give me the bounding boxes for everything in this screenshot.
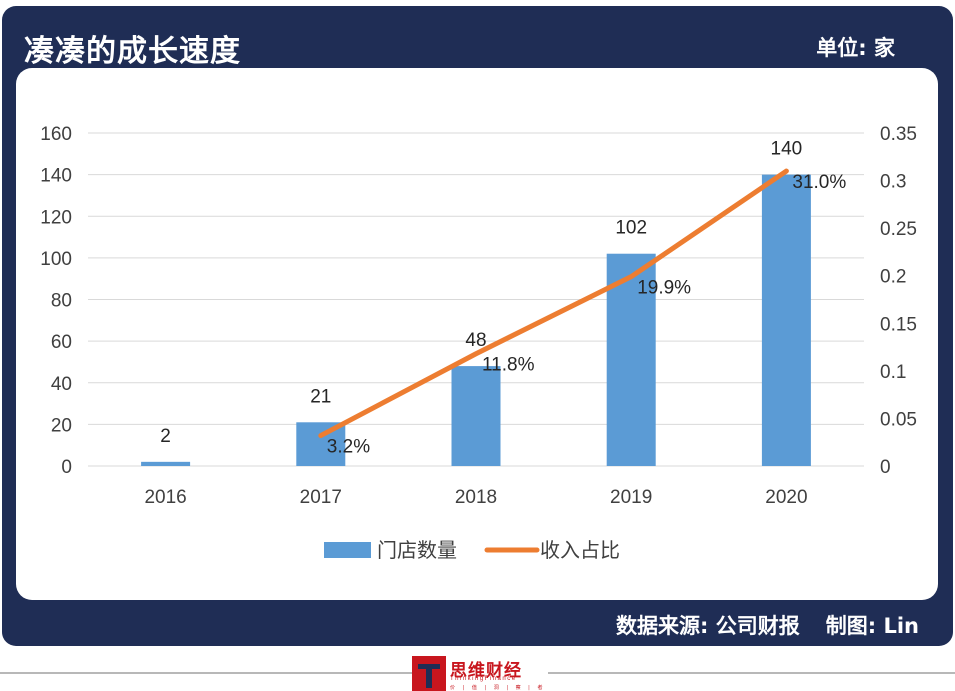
author-text: 制图: Lin <box>825 614 919 638</box>
y-left-tick-label: 100 <box>40 249 72 270</box>
y-right-tick-label: 0.35 <box>880 124 917 145</box>
bar-data-label: 102 <box>615 218 647 239</box>
t-logo-icon <box>412 656 446 691</box>
x-tick-label: 2018 <box>455 487 497 508</box>
line-data-label: 3.2% <box>327 437 370 458</box>
y-right-tick-label: 0.05 <box>880 409 917 430</box>
line-data-label: 19.9% <box>637 278 691 299</box>
brand-logo: 思维财经 ThinkingFinance 价 | 值 | 洞 | 察 | 者 <box>412 656 548 691</box>
y-left-tick-label: 40 <box>51 374 72 395</box>
source-text: 数据来源: 公司财报 <box>616 614 800 638</box>
bar-2016 <box>141 461 191 466</box>
x-tick-label: 2020 <box>765 487 807 508</box>
bar-2019 <box>606 253 656 466</box>
y-right-tick-label: 0.25 <box>880 219 917 240</box>
line-data-label: 11.8% <box>482 355 535 376</box>
bar-data-label: 2 <box>160 426 171 447</box>
x-tick-label: 2019 <box>610 487 652 508</box>
bar-2018 <box>451 366 501 466</box>
y-right-tick-label: 0.2 <box>880 267 906 288</box>
legend-bar-label: 门店数量 <box>377 538 457 562</box>
bar-data-label: 48 <box>465 330 486 351</box>
bar-data-label: 21 <box>310 386 331 407</box>
y-right-tick-label: 0.15 <box>880 314 917 335</box>
legend-bar-swatch <box>324 542 371 558</box>
bar-data-label: 140 <box>771 139 803 160</box>
y-left-tick-label: 120 <box>40 207 72 228</box>
y-left-tick-label: 20 <box>51 415 72 436</box>
bar-2020 <box>761 174 811 466</box>
unit-label: 单位: 家 <box>816 36 895 60</box>
y-left-tick-label: 0 <box>61 457 72 478</box>
line-series-revenue-share <box>318 168 789 439</box>
y-right-tick-label: 0.1 <box>880 362 906 383</box>
y-left-tick-label: 160 <box>40 124 72 145</box>
x-tick-label: 2016 <box>144 487 186 508</box>
y-right-tick-label: 0.3 <box>880 172 906 193</box>
chart-panel: 0 20 40 60 80 100 120 140 160 0 0.05 0.1 0.15 0.2 0.25… <box>16 68 938 600</box>
combo-chart: 0 20 40 60 80 100 120 140 160 0 0.05 0.1 0.15 0.2 0.25… <box>40 124 917 562</box>
footer-credits: 数据来源: 公司财报 制图: Lin <box>616 610 919 640</box>
legend-line-label: 收入占比 <box>540 538 620 562</box>
y-left-tick-label: 140 <box>40 166 72 187</box>
y-right-tick-label: 0 <box>880 457 891 478</box>
x-tick-label: 2017 <box>300 487 342 508</box>
brand-english: ThinkingFinance <box>450 676 517 682</box>
chart-title: 凑凑的成长速度 <box>24 34 241 69</box>
brand-name: 思维财经 <box>450 661 522 681</box>
y-left-tick-label: 80 <box>51 291 72 312</box>
y-left-tick-label: 60 <box>51 332 72 353</box>
brand-tagline: 价 | 值 | 洞 | 察 | 者 <box>450 685 546 691</box>
line-data-label: 31.0% <box>792 172 846 193</box>
